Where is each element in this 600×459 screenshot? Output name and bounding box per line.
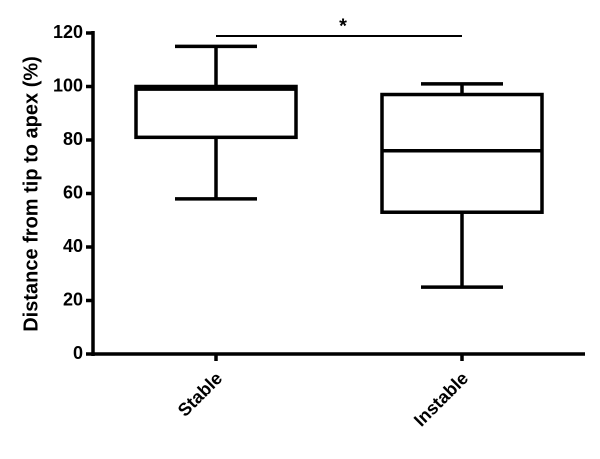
y-tick-label: 20 [63, 289, 83, 309]
box [380, 92, 544, 214]
y-axis-label: Distance from tip to apex (%) [20, 56, 42, 332]
y-tick-label: 0 [73, 343, 83, 363]
x-tick-label: Instable [410, 368, 472, 430]
box [134, 84, 298, 140]
y-tick-label: 40 [63, 236, 83, 256]
y-tick-label: 120 [53, 22, 83, 42]
y-tick-label: 80 [63, 129, 83, 149]
y-tick-label: 60 [63, 182, 83, 202]
y-tick-label: 100 [53, 75, 83, 95]
significance-annotation: * [339, 15, 347, 37]
x-tick-label: Stable [174, 368, 226, 420]
